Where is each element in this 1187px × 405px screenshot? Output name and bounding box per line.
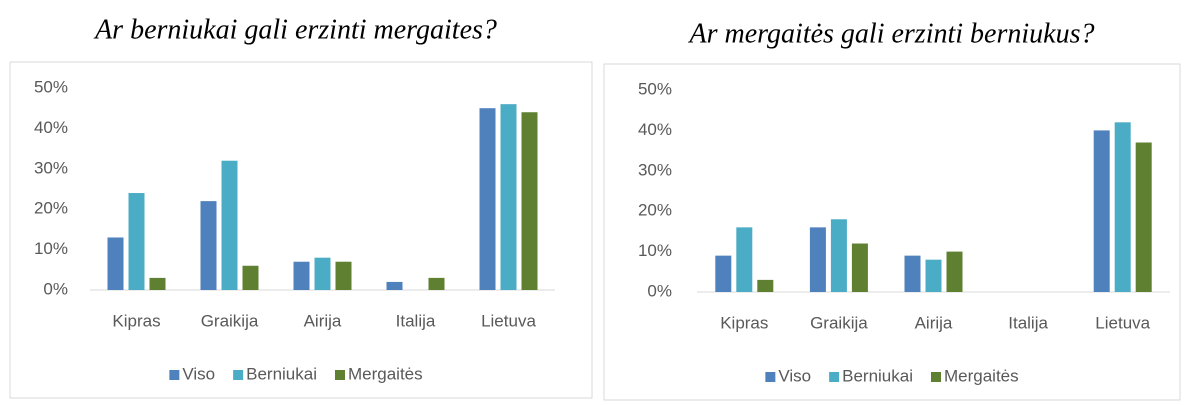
bar	[1114, 122, 1131, 292]
x-tick-label: Graikija	[201, 311, 259, 330]
bar	[736, 227, 753, 292]
legend-label: Berniukai	[246, 364, 317, 383]
legend-label: Viso	[182, 364, 215, 383]
bar	[500, 104, 517, 290]
y-tick-label: 10%	[34, 239, 68, 258]
legend-swatch	[931, 372, 941, 382]
bar	[809, 227, 826, 292]
bar	[335, 261, 352, 290]
bar	[107, 237, 124, 290]
y-tick-label: 50%	[638, 79, 672, 98]
chart-title: Ar berniukai gali erzinti mergaites?	[93, 14, 497, 45]
bar	[200, 201, 217, 290]
bar	[757, 279, 774, 292]
x-tick-label: Kipras	[720, 313, 768, 332]
bar	[904, 255, 921, 292]
legend-swatch	[335, 370, 345, 380]
y-tick-label: 20%	[638, 201, 672, 220]
y-tick-label: 0%	[43, 279, 68, 298]
bar	[428, 277, 445, 290]
bar	[293, 261, 310, 290]
y-tick-label: 50%	[34, 77, 68, 96]
y-tick-label: 40%	[34, 118, 68, 137]
bar	[242, 265, 259, 290]
bar	[851, 243, 868, 292]
y-tick-label: 30%	[638, 160, 672, 179]
x-tick-label: Italija	[396, 311, 436, 330]
y-tick-label: 20%	[34, 199, 68, 218]
bar	[715, 255, 732, 292]
panel	[603, 63, 1181, 401]
legend-label: Viso	[778, 366, 811, 385]
bar	[221, 160, 238, 290]
bar	[386, 281, 403, 290]
bar	[314, 257, 331, 290]
legend-swatch	[829, 372, 840, 382]
panel	[9, 61, 593, 399]
y-tick-label: 0%	[647, 281, 672, 300]
bar	[149, 277, 166, 290]
x-tick-label: Airija	[915, 313, 953, 332]
y-tick-label: 30%	[34, 158, 68, 177]
bar	[1135, 142, 1152, 292]
x-tick-label: Lietuva	[481, 311, 536, 330]
legend-swatch	[765, 372, 776, 382]
x-tick-label: Italija	[1008, 313, 1048, 332]
bar	[925, 259, 942, 292]
chart-title: Ar mergaitės gali erzinti berniukus?	[688, 18, 1095, 49]
legend-label: Berniukai	[842, 366, 913, 385]
bar	[479, 108, 496, 290]
x-tick-label: Kipras	[112, 311, 160, 330]
y-tick-label: 10%	[638, 241, 672, 260]
bar	[1093, 130, 1110, 292]
x-tick-label: Airija	[304, 311, 342, 330]
x-tick-label: Graikija	[810, 313, 868, 332]
legend-label: Mergaitės	[944, 366, 1019, 385]
legend-swatch	[233, 370, 244, 380]
legend-label: Mergaitės	[348, 364, 423, 383]
bar	[830, 219, 847, 292]
bar	[946, 251, 963, 292]
x-tick-label: Lietuva	[1095, 313, 1150, 332]
y-tick-label: 40%	[638, 120, 672, 139]
bar	[521, 112, 538, 291]
legend-swatch	[169, 370, 180, 380]
bar	[128, 193, 145, 290]
